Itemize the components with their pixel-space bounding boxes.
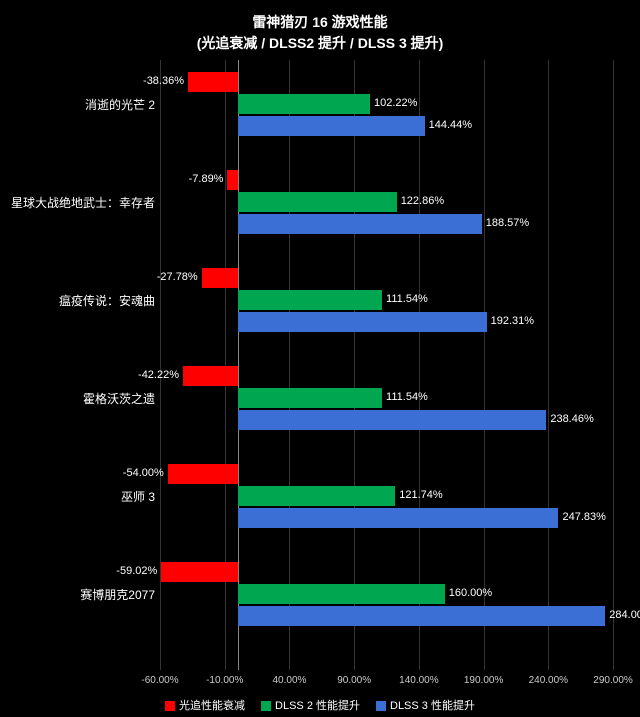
bar-rt_loss — [183, 366, 238, 386]
bar-rt_loss — [202, 268, 238, 288]
legend-label: DLSS 2 性能提升 — [275, 700, 360, 712]
x-tick-label: -10.00% — [206, 675, 243, 686]
chart-title: 雷神猎刃 16 游戏性能 (光追衰减 / DLSS2 提升 / DLSS 3 提… — [0, 0, 640, 54]
bar-rt_loss — [188, 72, 238, 92]
bar-value-label: 111.54% — [386, 293, 428, 305]
bar-dlss3 — [238, 606, 606, 626]
x-tick-label: 190.00% — [464, 675, 503, 686]
bar-dlss2 — [238, 94, 370, 114]
bar-dlss3 — [238, 410, 547, 430]
legend-swatch — [376, 701, 386, 711]
bar-dlss2 — [238, 192, 397, 212]
x-tick-label: 40.00% — [272, 675, 306, 686]
title-line2: (光追衰减 / DLSS2 提升 / DLSS 3 提升) — [0, 33, 640, 54]
bar-value-label: 192.31% — [491, 315, 534, 327]
plot-region: -60.00%-10.00%40.00%90.00%140.00%190.00%… — [160, 60, 626, 670]
bar-value-label: 102.22% — [374, 97, 417, 109]
bar-value-label: -7.89% — [189, 173, 224, 185]
legend: 光追性能衰减 DLSS 2 性能提升 DLSS 3 性能提升 — [0, 697, 640, 713]
legend-item: DLSS 3 性能提升 — [376, 697, 475, 713]
bar-rt_loss — [227, 170, 237, 190]
title-line1: 雷神猎刃 16 游戏性能 — [0, 12, 640, 33]
category-label: 霍格沃茨之遗 — [0, 390, 155, 407]
bar-value-label: -59.02% — [116, 565, 157, 577]
bar-dlss3 — [238, 508, 559, 528]
bar-value-label: 247.83% — [562, 511, 605, 523]
bar-value-label: -54.00% — [123, 467, 164, 479]
bar-dlss3 — [238, 116, 425, 136]
bar-dlss2 — [238, 290, 382, 310]
category-label: 瘟疫传说：安魂曲 — [0, 292, 155, 309]
bar-value-label: 121.74% — [399, 489, 442, 501]
bar-value-label: 111.54% — [386, 391, 428, 403]
bar-dlss2 — [238, 584, 445, 604]
bar-dlss3 — [238, 214, 482, 234]
legend-swatch — [165, 701, 175, 711]
bar-rt_loss — [168, 464, 238, 484]
category-label: 巫师 3 — [0, 488, 155, 505]
bar-group: 巫师 3-54.00%121.74%247.83% — [160, 464, 626, 528]
x-tick-label: -60.00% — [141, 675, 178, 686]
legend-label: DLSS 3 性能提升 — [390, 700, 475, 712]
x-tick-label: 290.00% — [593, 675, 632, 686]
category-label: 消逝的光芒 2 — [0, 96, 155, 113]
x-tick-label: 240.00% — [529, 675, 568, 686]
bar-value-label: 144.44% — [429, 119, 472, 131]
bar-value-label: -42.22% — [138, 369, 179, 381]
bar-value-label: 188.57% — [486, 217, 529, 229]
legend-swatch — [261, 701, 271, 711]
bar-value-label: 284.00% — [609, 609, 640, 621]
bar-group: 星球大战绝地武士：幸存者-7.89%122.86%188.57% — [160, 170, 626, 234]
category-label: 赛博朋克2077 — [0, 586, 155, 603]
legend-item: 光追性能衰减 — [165, 697, 245, 713]
bar-dlss3 — [238, 312, 487, 332]
bar-value-label: 238.46% — [550, 413, 593, 425]
legend-item: DLSS 2 性能提升 — [261, 697, 360, 713]
legend-label: 光追性能衰减 — [179, 700, 245, 712]
bar-value-label: 122.86% — [401, 195, 444, 207]
bar-value-label: 160.00% — [449, 587, 492, 599]
bar-dlss2 — [238, 486, 396, 506]
bar-value-label: -27.78% — [157, 271, 198, 283]
chart-area: -60.00%-10.00%40.00%90.00%140.00%190.00%… — [0, 60, 640, 680]
bar-value-label: -38.36% — [143, 75, 184, 87]
bar-group: 消逝的光芒 2-38.36%102.22%144.44% — [160, 72, 626, 136]
bar-group: 霍格沃茨之遗-42.22%111.54%238.46% — [160, 366, 626, 430]
x-tick-label: 90.00% — [337, 675, 371, 686]
x-tick-label: 140.00% — [399, 675, 438, 686]
category-label: 星球大战绝地武士：幸存者 — [0, 194, 155, 211]
bar-rt_loss — [161, 562, 237, 582]
bar-group: 瘟疫传说：安魂曲-27.78%111.54%192.31% — [160, 268, 626, 332]
bar-dlss2 — [238, 388, 382, 408]
bar-group: 赛博朋克2077-59.02%160.00%284.00% — [160, 562, 626, 626]
